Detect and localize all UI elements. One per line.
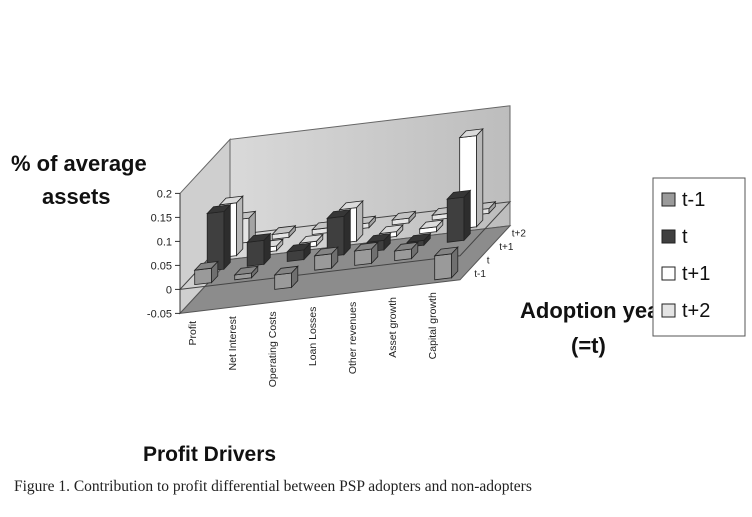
- bar-top-face: [286, 242, 312, 253]
- x-tick-label: Capital growth: [427, 292, 439, 359]
- x-tick-label: Other revenues: [347, 302, 359, 374]
- depth-tick-label: t: [487, 256, 490, 267]
- bar-top-face: [353, 241, 379, 252]
- y-tick-label: 0.2: [157, 188, 172, 200]
- x-tick-label: Asset growth: [387, 297, 399, 358]
- legend-swatch: [661, 303, 676, 318]
- bar-side-face: [463, 189, 471, 242]
- x-tick-label: Loan Losses: [307, 307, 319, 367]
- bar: [353, 241, 379, 266]
- bar-front-face: [354, 248, 372, 266]
- y-tick-label: 0.1: [157, 236, 172, 248]
- y-tick-label: 0.05: [151, 260, 172, 272]
- bar: [286, 242, 312, 262]
- y-tick-label: 0: [166, 284, 172, 296]
- legend-label: t+1: [682, 263, 710, 285]
- bar-top-face: [391, 210, 417, 221]
- bar-top-face: [433, 246, 459, 257]
- bars: [193, 127, 497, 290]
- bar-top-face: [458, 128, 484, 139]
- depth-tick-label: t+1: [499, 242, 514, 253]
- bar-front-face: [246, 239, 265, 267]
- depth-axis: t-1t t+1 t+2: [474, 229, 526, 280]
- legend-label: t-1: [682, 189, 705, 211]
- bar-top-face: [206, 204, 232, 215]
- bar-front-face: [274, 272, 292, 290]
- bar: [193, 260, 219, 286]
- bar: [233, 265, 259, 281]
- depth-axis-title-line1: Adoption year: [520, 298, 668, 323]
- bar-top-face: [218, 195, 244, 206]
- bar-top-face: [378, 224, 404, 235]
- x-axis-title: Profit Drivers: [143, 443, 276, 466]
- bar-top-face: [313, 246, 339, 257]
- bar-side-face: [343, 208, 351, 256]
- bar: [246, 232, 272, 267]
- bar-top-face: [338, 200, 364, 211]
- figure-caption: Figure 1. Contribution to profit differe…: [14, 478, 532, 495]
- bar-top-face: [366, 233, 392, 243]
- legend-swatch: [661, 266, 676, 281]
- bar: [446, 189, 472, 243]
- x-tick-label: Profit: [187, 321, 199, 346]
- bar: [433, 246, 459, 281]
- bar-top-face: [393, 241, 419, 252]
- x-tick-label: Net Interest: [227, 316, 239, 370]
- bar-side-face: [476, 127, 484, 228]
- bar: [273, 265, 299, 290]
- bar-top-face: [233, 265, 259, 276]
- bar: [313, 246, 339, 271]
- bar-front-face: [314, 253, 332, 271]
- bar: [393, 241, 419, 262]
- bar: [326, 208, 352, 258]
- bar-top-face: [298, 233, 324, 244]
- bar-front-face: [434, 253, 452, 281]
- legend-label: t+2: [682, 300, 710, 322]
- bar-side-face: [223, 203, 231, 271]
- depth-tick-label: t+2: [512, 229, 527, 240]
- y-axis-title-line2: assets: [42, 184, 111, 209]
- legend-swatch: [661, 229, 676, 244]
- bar-front-face: [446, 196, 465, 243]
- x-axis: Profit Net Interest Operating Costs Loan Lo…: [187, 292, 439, 387]
- bar-side-face: [236, 195, 244, 257]
- legend-swatch: [661, 192, 676, 207]
- y-axis-title-line1: % of average: [11, 151, 147, 176]
- bar-top-face: [271, 225, 297, 236]
- bar-front-face: [194, 267, 212, 286]
- y-tick-label: -0.05: [147, 308, 172, 320]
- y-axis: -0.05 0 0.05 0.1 0.15 0.2: [147, 188, 180, 320]
- bar-top-face: [406, 233, 432, 243]
- bar: [206, 203, 232, 272]
- bar-top-face: [193, 260, 219, 271]
- x-tick-label: Operating Costs: [267, 311, 279, 387]
- y-tick-label: 0.15: [151, 212, 172, 224]
- bar: [391, 210, 417, 226]
- bar: [418, 219, 444, 235]
- bar-top-face: [446, 189, 472, 200]
- bar-top-face: [246, 233, 272, 243]
- bar: [271, 224, 297, 240]
- legend-label: t: [682, 226, 688, 248]
- bar-top-face: [273, 265, 299, 276]
- depth-tick-label: t-1: [474, 269, 486, 280]
- depth-axis-title-line2: (=t): [571, 333, 606, 358]
- bar-top-face: [418, 219, 444, 230]
- legend: t-1 t t+1 t+2: [652, 177, 746, 337]
- bar-top-face: [326, 209, 352, 219]
